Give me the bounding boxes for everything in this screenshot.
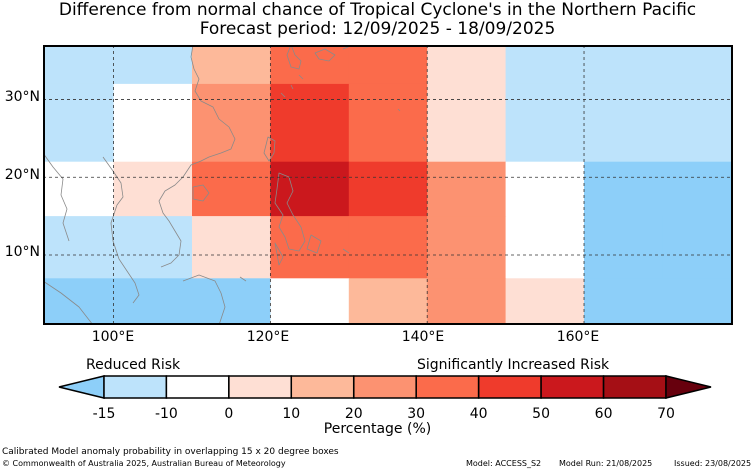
footer-model-run: Model Run: 21/08/2025 bbox=[559, 459, 653, 468]
map-title: Difference from normal chance of Tropica… bbox=[58, 0, 697, 20]
heatmap-cell bbox=[348, 278, 428, 325]
heatmap-cell bbox=[113, 216, 193, 279]
coastline bbox=[43, 45, 426, 325]
map-frame bbox=[43, 45, 733, 325]
colorbar-segment bbox=[103, 375, 168, 399]
colorbar-tick-label: 70 bbox=[657, 406, 675, 422]
heatmap-cell bbox=[505, 45, 733, 85]
heatmap-cell bbox=[505, 278, 585, 325]
footer-issued: Issued: 23/08/2025 bbox=[674, 459, 752, 468]
y-tick-label: 20°N bbox=[4, 167, 40, 183]
colorbar-tick-label: 20 bbox=[344, 406, 363, 422]
map-subtitle: Forecast period: 12/09/2025 - 18/09/2025 bbox=[199, 19, 556, 39]
heatmap-cell bbox=[270, 278, 350, 325]
colorbar-tick-label: -10 bbox=[154, 406, 178, 422]
colorbar-tick-label: 30 bbox=[407, 406, 426, 422]
heatmap-cell bbox=[113, 45, 193, 85]
footer-note: Calibrated Model anomaly probability in … bbox=[2, 447, 339, 457]
heatmap-cell bbox=[505, 216, 585, 279]
colorbar-over-triangle bbox=[665, 375, 712, 399]
footer-copyright: © Commonwealth of Australia 2025, Austra… bbox=[2, 459, 286, 468]
colorbar-under-triangle bbox=[58, 375, 105, 399]
colorbar-tick-label: 10 bbox=[282, 406, 301, 422]
heatmap-cell bbox=[192, 278, 271, 325]
colorbar-segment bbox=[228, 375, 293, 399]
colorbar-title: Percentage (%) bbox=[323, 421, 432, 437]
colorbar bbox=[58, 375, 712, 399]
heatmap-cell bbox=[43, 161, 115, 217]
heatmap-cell bbox=[270, 216, 350, 279]
heatmap-cell bbox=[270, 83, 350, 163]
heatmap-cell bbox=[505, 83, 733, 163]
heatmap-cell bbox=[43, 216, 115, 279]
heatmap-cell bbox=[427, 278, 507, 325]
footer-model: Model: ACCESS_S2 bbox=[466, 459, 542, 468]
heatmap-cell bbox=[427, 83, 507, 163]
colorbar-segment bbox=[540, 375, 605, 399]
heatmap-cell bbox=[192, 45, 271, 85]
colorbar-segment bbox=[602, 375, 667, 399]
heatmap-cell bbox=[584, 161, 733, 217]
heatmap-cell bbox=[427, 216, 507, 279]
heatmap-cell bbox=[113, 83, 193, 163]
colorbar-segment bbox=[415, 375, 480, 399]
heatmap-cells bbox=[43, 45, 733, 325]
heatmap-cell bbox=[348, 83, 428, 163]
forecast-map bbox=[43, 45, 733, 325]
y-tick-label: 30°N bbox=[4, 89, 40, 105]
x-tick-label: 100°E bbox=[91, 329, 135, 345]
colorbar-segment bbox=[165, 375, 230, 399]
heatmap-cell bbox=[270, 45, 350, 85]
heatmap-cell bbox=[43, 45, 115, 85]
colorbar-tick-label: 50 bbox=[532, 406, 550, 422]
colorbar-tick-label: 40 bbox=[469, 406, 488, 422]
heatmap-cell bbox=[348, 45, 428, 85]
heatmap-cell bbox=[348, 161, 428, 217]
heatmap-cell bbox=[348, 216, 428, 279]
heatmap-cell bbox=[43, 278, 115, 325]
heatmap-cell bbox=[113, 278, 193, 325]
heatmap-cell bbox=[584, 278, 733, 325]
heatmap-cell bbox=[43, 83, 115, 163]
y-tick-label: 10°N bbox=[4, 244, 40, 260]
heatmap-cell bbox=[662, 216, 733, 279]
heatmap-cell bbox=[113, 161, 193, 217]
reduced-risk-label: Reduced Risk bbox=[86, 357, 181, 373]
heatmap-cell bbox=[270, 161, 350, 217]
heatmap-cell bbox=[192, 216, 271, 279]
colorbar-tick-label: 0 bbox=[224, 406, 234, 422]
colorbar-tick-label: -15 bbox=[92, 406, 116, 422]
x-tick-label: 140°E bbox=[401, 329, 445, 345]
heatmap-cell bbox=[584, 216, 663, 279]
colorbar-segment bbox=[477, 375, 542, 399]
heatmap-cell bbox=[427, 45, 507, 85]
gridlines bbox=[43, 45, 733, 325]
heatmap-cell bbox=[192, 161, 271, 217]
heatmap-cell bbox=[505, 161, 585, 217]
heatmap-cell bbox=[427, 161, 507, 217]
colorbar-segment bbox=[290, 375, 355, 399]
colorbar-segment bbox=[353, 375, 417, 399]
x-tick-label: 160°E bbox=[556, 329, 600, 345]
x-tick-label: 120°E bbox=[246, 329, 290, 345]
heatmap-cell bbox=[192, 83, 271, 163]
colorbar-tick-label: 60 bbox=[594, 406, 613, 422]
increased-risk-label: Significantly Increased Risk bbox=[417, 357, 610, 373]
